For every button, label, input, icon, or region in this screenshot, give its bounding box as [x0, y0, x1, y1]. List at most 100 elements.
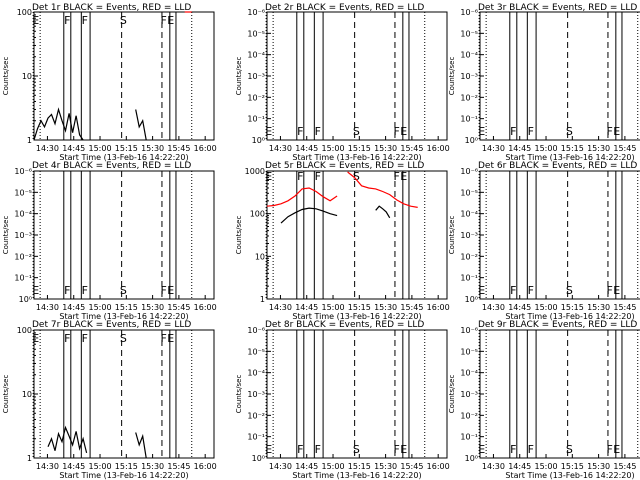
detector-panel-2: Det 2r BLACK = Events, RED = LLD 10⁰ 10⁻¹ 1…	[235, 3, 450, 162]
event-marker-letter: F	[82, 14, 88, 27]
x-tick-label: 14:30	[269, 303, 292, 312]
event-marker-letter: S	[120, 14, 127, 27]
event-marker-letter: E	[400, 443, 407, 456]
event-marker-letter: E	[32, 14, 39, 27]
x-tick-label: 15:30	[587, 144, 610, 153]
lld-series-line	[347, 171, 418, 208]
panel-title: Det 7r BLACK = Events, RED = LLD	[32, 320, 191, 330]
detector-panel-8: Det 8r BLACK = Events, RED = LLD 10⁰ 10⁻¹ 1…	[235, 320, 450, 480]
x-tick-label: 15:30	[141, 462, 164, 471]
event-marker-letter: E	[265, 125, 272, 138]
event-marker-letter: E	[613, 125, 620, 138]
x-tick-label: 16:00	[194, 462, 217, 471]
y-tick-label: 10⁻¹	[460, 433, 478, 442]
x-tick-label: 15:15	[115, 462, 138, 471]
y-tick-label: 1	[27, 454, 32, 463]
x-tick-label: 14:30	[482, 144, 505, 153]
x-tick-label: 15:00	[321, 303, 344, 312]
y-tick-label: 10⁻⁶	[247, 326, 265, 335]
x-axis-label: Start Time (13-Feb-16 14:22:20)	[59, 312, 188, 321]
events-series-line	[47, 425, 88, 454]
y-tick-label: 100	[250, 210, 265, 219]
y-axis-label: Counts/sec	[235, 216, 243, 255]
x-tick-label: 15:30	[374, 144, 397, 153]
event-marker-letter: S	[120, 284, 127, 297]
y-tick-label: 10	[22, 390, 32, 399]
y-tick-label: 10⁻⁶	[247, 8, 265, 17]
x-tick-label: 14:45	[62, 144, 85, 153]
x-tick-label: 15:15	[348, 303, 371, 312]
y-tick-label: 10⁻²	[247, 411, 265, 420]
y-tick-label: 100	[17, 8, 32, 17]
event-marker-letter: E	[478, 284, 485, 297]
plot-frame	[33, 11, 215, 141]
event-marker-letter: E	[613, 443, 620, 456]
y-tick-label: 100	[17, 326, 32, 335]
x-tick-label: 15:45	[167, 144, 190, 153]
event-marker-letter: F	[64, 14, 70, 27]
detector-panel-5: Det 5r BLACK = Events, RED = LLD 1 10 100 10…	[235, 161, 450, 321]
x-tick-label: 14:30	[36, 303, 59, 312]
y-tick-label: 10⁻⁶	[14, 167, 32, 176]
event-marker-letter: F	[82, 332, 88, 345]
y-tick-label: 10⁰	[465, 454, 478, 463]
y-tick-label: 10⁰	[252, 136, 265, 145]
event-marker-letter: E	[32, 284, 39, 297]
x-tick-label: 14:30	[482, 462, 505, 471]
y-tick-label: 10⁻²	[14, 252, 32, 261]
events-series-line	[135, 432, 147, 459]
event-marker-letter: F	[510, 443, 516, 456]
panel-title: Det 3r BLACK = Events, RED = LLD	[478, 3, 637, 13]
y-tick-label: 10⁻⁴	[247, 369, 265, 378]
events-series-line	[280, 207, 338, 224]
x-tick-label: 15:30	[141, 144, 164, 153]
event-marker-letter: E	[613, 284, 620, 297]
x-tick-label: 16:00	[427, 462, 450, 471]
y-tick-label: 10⁰	[465, 295, 478, 304]
y-tick-label: 10⁻⁴	[460, 210, 478, 219]
x-tick-label: 15:15	[115, 144, 138, 153]
x-tick-label: 15:45	[613, 462, 636, 471]
x-tick-label: 15:00	[321, 462, 344, 471]
y-axis-label: Counts/sec	[2, 57, 10, 96]
x-axis-label: Start Time (13-Feb-16 14:22:20)	[59, 153, 188, 162]
event-marker-letter: F	[607, 284, 613, 297]
panel-title: Det 5r BLACK = Events, RED = LLD	[265, 161, 424, 171]
detector-panel-3: Det 3r BLACK = Events, RED = LLD 10⁰ 10⁻¹ 1…	[448, 3, 640, 162]
lld-series-line	[266, 187, 338, 207]
plot-frame	[33, 170, 215, 300]
y-tick-label: 10⁻³	[460, 390, 478, 399]
y-tick-label: 10⁻¹	[247, 115, 265, 124]
y-tick-label: 10⁻²	[460, 93, 478, 102]
event-marker-letter: S	[353, 443, 360, 456]
y-tick-label: 10	[22, 72, 32, 81]
x-axis-label: Start Time (13-Feb-16 14:22:20)	[292, 471, 421, 480]
y-tick-label: 10⁻⁶	[460, 326, 478, 335]
x-tick-label: 15:00	[321, 144, 344, 153]
plot-frame	[266, 170, 448, 300]
event-marker-letter: F	[64, 284, 70, 297]
event-marker-letter: E	[265, 443, 272, 456]
y-tick-label: 10⁻³	[247, 390, 265, 399]
x-tick-label: 14:45	[295, 303, 318, 312]
panel-title: Det 2r BLACK = Events, RED = LLD	[265, 3, 424, 13]
event-marker-letter: E	[478, 443, 485, 456]
y-tick-label: 10⁻¹	[460, 115, 478, 124]
x-tick-label: 15:45	[613, 144, 636, 153]
event-marker-letter: F	[510, 125, 516, 138]
panel-title: Det 8r BLACK = Events, RED = LLD	[265, 320, 424, 330]
x-tick-label: 15:00	[534, 303, 557, 312]
x-tick-label: 16:00	[194, 144, 217, 153]
y-axis-label: Counts/sec	[448, 375, 456, 414]
event-marker-letter: F	[315, 170, 321, 183]
x-tick-label: 14:30	[269, 462, 292, 471]
panel-title: Det 4r BLACK = Events, RED = LLD	[32, 161, 191, 171]
y-tick-label: 10⁻¹	[247, 433, 265, 442]
y-tick-label: 10⁻³	[247, 72, 265, 81]
event-marker-letter: F	[315, 125, 321, 138]
event-marker-letter: S	[566, 125, 573, 138]
y-tick-label: 10⁻²	[247, 93, 265, 102]
event-marker-letter: F	[297, 170, 303, 183]
y-tick-label: 10⁻³	[460, 72, 478, 81]
x-tick-label: 14:30	[482, 303, 505, 312]
